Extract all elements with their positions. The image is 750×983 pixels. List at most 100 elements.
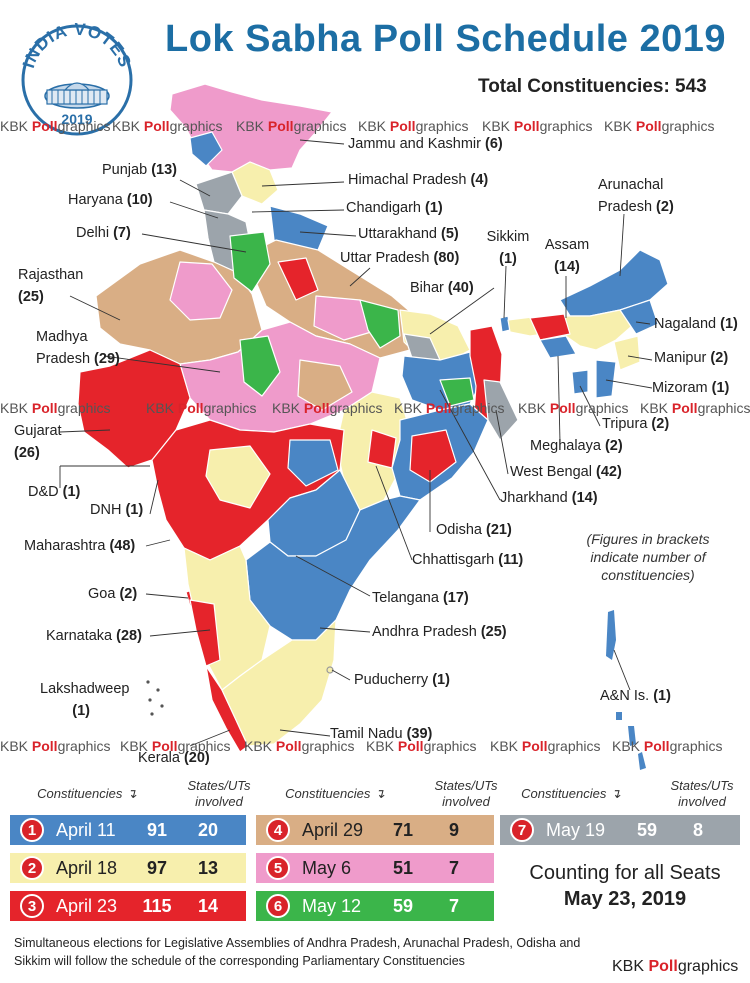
label-bihar: Bihar (40) [410,280,474,296]
label-goa: Goa (2) [88,586,138,602]
map-region-meghalaya [539,335,577,359]
label-meghalaya: Meghalaya (2) [530,438,623,454]
phase-constituencies: 97 [146,857,168,878]
label-andhra-pradesh: Andhra Pradesh (25) [372,624,507,640]
map-region-tripura [571,369,589,395]
col-header-constituencies: Constituencies ↴ [521,786,621,801]
col-header-states: States/UTs involved [434,778,498,809]
watermark: KBK Pollgraphics [394,400,505,416]
label-puducherry: Puducherry (1) [354,672,450,688]
bracket-note: (Figures in brackets indicate number of … [586,531,710,583]
phase-date: May 12 [302,895,362,916]
phase-5-row: 5 May 6 51 7 [256,853,494,883]
watermark: KBK Pollgraphics [640,400,750,416]
phase-date: April 11 [56,819,116,840]
map-region-jk-blue [189,131,223,167]
counting-line1: Counting for all Seats [529,862,721,884]
label-mizoram: Mizoram (1) [652,380,730,396]
watermark: KBK Pollgraphics [244,738,355,754]
watermark: KBK Pollgraphics [272,400,383,416]
watermark: KBK Pollgraphics [604,118,715,134]
col-header-states: States/UTs involved [670,778,734,809]
col-header-states: States/UTs involved [187,778,251,809]
phase-date: April 23 [56,895,118,916]
phase-number: 3 [20,894,44,918]
phase-number: 2 [20,856,44,880]
phase-4-row: 4 April 29 71 9 [256,815,494,845]
map-region-nagaland [619,299,659,335]
india-votes-logo: INDIA VOTES 2019 [19,20,134,136]
map-region-assam-red [529,313,571,341]
map-region-andaman-nicobar [606,610,646,770]
map-region-wb-gray [483,379,519,441]
label-nagaland: Nagaland (1) [654,316,738,332]
phase-1-row: 1 April 11 91 20 [10,815,246,845]
watermark: KBK Pollgraphics [612,738,723,754]
map-region-karnataka-red [189,599,221,667]
phase-number: 7 [510,818,534,842]
map-region-manipur [613,335,641,371]
watermark: KBK Pollgraphics [0,400,111,416]
watermark: KBK Pollgraphics [236,118,347,134]
watermark: KBK Pollgraphics [0,738,111,754]
brand-credit: KBK Pollgraphics [612,958,739,975]
map-region-odisha-red [409,429,457,483]
phase-number: 6 [266,894,290,918]
watermark: KBK Pollgraphics [146,400,257,416]
watermark: KBK Pollgraphics [112,118,223,134]
label-chhattisgarh: Chhattisgarh (11) [412,552,524,568]
phase-states: 7 [448,857,459,878]
watermark: KBK Pollgraphics [482,118,593,134]
label-andaman-nicobar: A&N Is. (1) [600,688,671,704]
label-manipur: Manipur (2) [654,350,729,366]
col-header-constituencies: Constituencies ↴ [285,786,385,801]
label-arunachal-pradesh: Arunachal Pradesh (2) [598,177,674,215]
phase-constituencies: 51 [392,857,414,878]
phase-number: 4 [266,818,290,842]
phase-constituencies: 71 [392,819,414,840]
footer-note: Simultaneous elections for Legislative A… [14,936,581,968]
label-karnataka: Karnataka (28) [46,628,142,644]
label-tripura: Tripura (2) [602,416,670,432]
col-header-constituencies: Constituencies ↴ [37,786,137,801]
map-region-up-green [229,231,271,293]
label-dd: D&D (1) [28,484,81,500]
map-region-up-red [277,257,319,301]
map-region-mh-yellow [205,445,271,509]
watermark: KBK Pollgraphics [0,118,111,134]
phase-states: 8 [692,819,703,840]
watermark: KBK Pollgraphics [366,738,477,754]
label-kerala: Kerala (20) [138,750,210,766]
phase-3-row: 3 April 23 115 14 [10,891,246,921]
page-title: Lok Sabha Poll Schedule 2019 [165,18,726,60]
label-rajasthan: Rajasthan (25) [18,267,84,305]
phase-states: 13 [197,857,219,878]
map-region-mh-blue [287,439,339,487]
map-region-mp-green [239,335,281,397]
phase-states: 20 [197,819,219,840]
phase-constituencies: 115 [142,895,172,916]
total-constituencies: Total Constituencies: 543 [478,76,707,97]
map-region-punjab [195,171,243,215]
phase-states: 7 [448,895,459,916]
phase-6-row: 6 May 12 59 7 [256,891,494,921]
label-madhya-pradesh: Madhya Pradesh (29) [36,329,120,367]
label-gujarat: Gujarat (26) [14,423,62,461]
label-assam: Assam (14) [544,237,590,275]
label-punjab: Punjab (13) [102,162,177,178]
map-region-rajasthan-pink [169,261,233,321]
label-maharashtra: Maharashtra (48) [24,538,136,554]
phase-date: May 19 [546,819,606,840]
label-west-bengal: West Bengal (42) [510,464,622,480]
label-chandigarh: Chandigarh (1) [346,200,443,216]
phase-date: April 29 [302,819,364,840]
phase-2-row: 2 April 18 97 13 [10,853,246,883]
map-region-mizoram [595,359,617,399]
watermark: KBK Pollgraphics [120,738,231,754]
label-sikkim: Sikkim (1) [486,229,530,267]
watermark: KBK Pollgraphics [358,118,469,134]
map-region-puducherry [326,666,334,674]
watermark: KBK Pollgraphics [518,400,629,416]
label-haryana: Haryana (10) [68,192,153,208]
phase-number: 1 [20,818,44,842]
